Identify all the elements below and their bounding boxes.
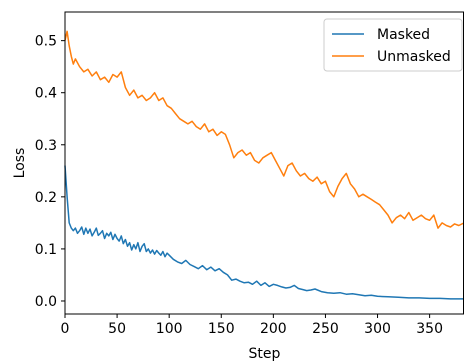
legend-label-masked: Masked <box>377 27 430 43</box>
x-tick-label: 0 <box>61 321 70 337</box>
x-tick-label: 150 <box>208 321 235 337</box>
legend: Masked Unmasked <box>323 18 463 72</box>
legend-label-unmasked: Unmasked <box>377 49 451 65</box>
x-tick-label: 200 <box>260 321 287 337</box>
x-tick-label: 350 <box>416 321 443 337</box>
legend-box <box>323 18 463 72</box>
y-axis-ticks: 0.0 0.1 0.2 0.3 0.4 0.5 <box>35 34 65 310</box>
x-axis-label: Step <box>249 346 281 362</box>
x-tick-label: 100 <box>156 321 183 337</box>
series-layer <box>64 30 464 300</box>
x-tick-label: 300 <box>364 321 391 337</box>
y-tick-label: 0.1 <box>35 242 57 258</box>
y-tick-label: 0.0 <box>35 294 57 310</box>
y-tick-label: 0.4 <box>35 86 57 102</box>
y-tick-label: 0.2 <box>35 190 57 206</box>
y-tick-label: 0.3 <box>35 138 57 154</box>
series-line-unmasked <box>64 30 464 229</box>
x-tick-label: 250 <box>312 321 339 337</box>
x-tick-label: 50 <box>108 321 126 337</box>
y-tick-label: 0.5 <box>35 34 57 50</box>
series-line-masked <box>64 165 464 300</box>
x-axis-ticks: 0 50 100 150 200 250 300 350 <box>61 314 443 337</box>
y-axis-label: Loss <box>12 148 28 179</box>
